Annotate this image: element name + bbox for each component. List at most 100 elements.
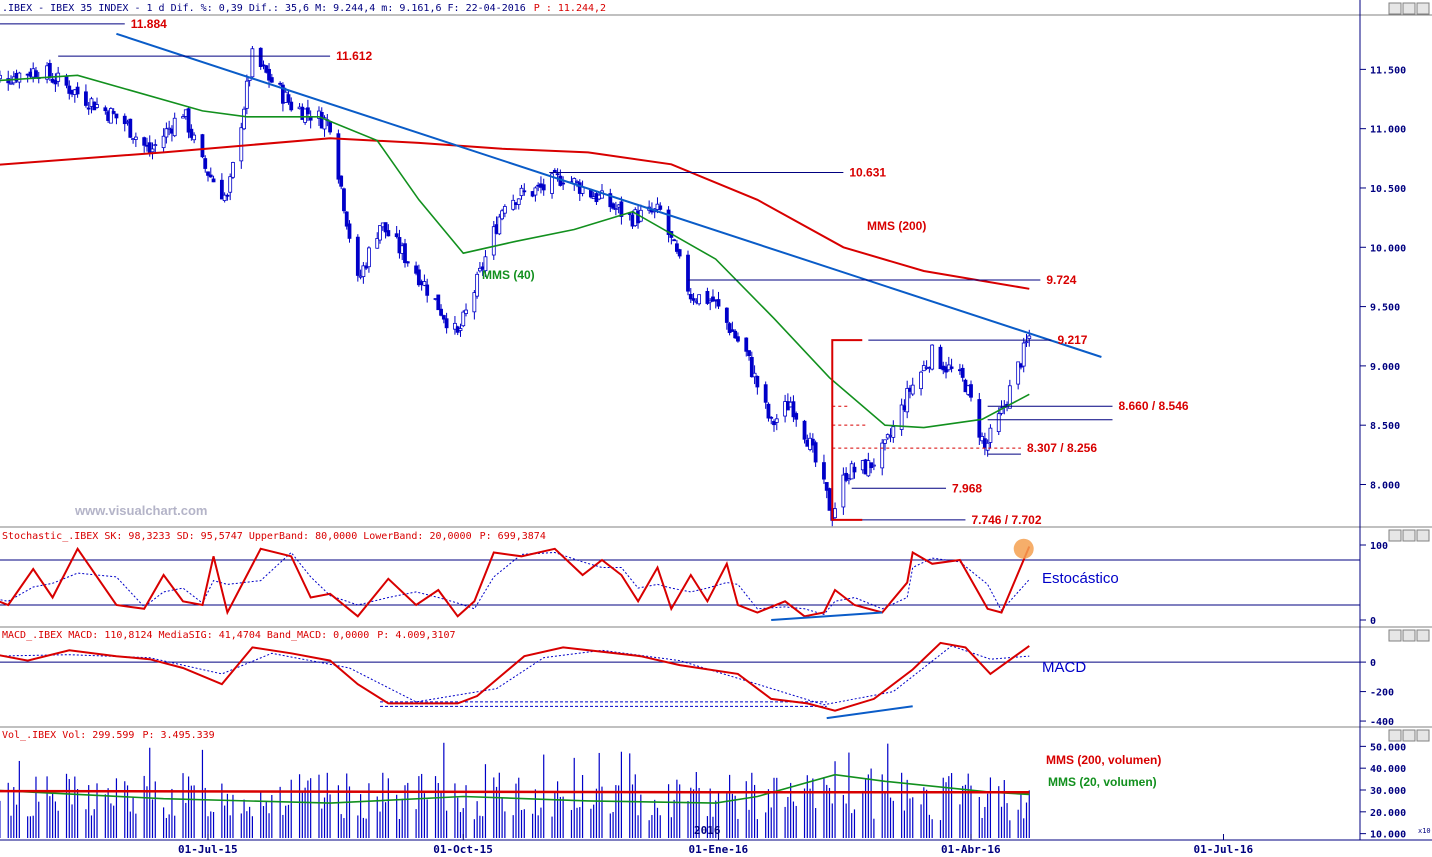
candle-body bbox=[269, 77, 274, 83]
candle-body bbox=[871, 464, 876, 467]
maximize-button[interactable] bbox=[1402, 729, 1416, 742]
close-button[interactable] bbox=[1416, 629, 1430, 642]
year-label: 2016 bbox=[694, 824, 721, 837]
candle-body bbox=[122, 115, 127, 125]
candle-body bbox=[378, 225, 382, 241]
candle-body bbox=[161, 135, 166, 149]
candle-body bbox=[752, 372, 757, 378]
candle-body bbox=[186, 108, 191, 133]
volume-unit-label: x10 bbox=[1418, 827, 1431, 835]
trendline bbox=[116, 32, 1102, 358]
candle-body bbox=[774, 418, 779, 423]
candle-body bbox=[150, 148, 155, 153]
candle-body bbox=[75, 86, 80, 95]
candle-body bbox=[502, 206, 507, 214]
candle-body bbox=[824, 482, 829, 491]
vol20-label: MMS (20, volumen) bbox=[1048, 775, 1157, 789]
price-panel: 11.884 11.612 10.631 9.724 9.217 8.660 / 8.54… bbox=[0, 17, 1189, 527]
close-button[interactable] bbox=[1416, 729, 1430, 742]
candle-body bbox=[550, 173, 554, 194]
mms200-line bbox=[0, 137, 1030, 290]
close-button[interactable] bbox=[1416, 529, 1430, 542]
candle-body bbox=[822, 462, 826, 480]
candle-body bbox=[472, 292, 477, 313]
y-tick-label: 9.000 bbox=[1370, 362, 1400, 373]
candle-body bbox=[339, 175, 344, 187]
maximize-button[interactable] bbox=[1402, 529, 1416, 542]
x-tick-label: 01-Abr-16 bbox=[941, 843, 1001, 856]
volume-window-buttons bbox=[1388, 729, 1430, 742]
candle-body bbox=[769, 416, 774, 419]
candle-body bbox=[47, 63, 52, 78]
candle-body bbox=[111, 111, 116, 114]
highlight-marker bbox=[1013, 538, 1034, 559]
candle-body bbox=[880, 442, 885, 469]
candle-body bbox=[0, 74, 2, 80]
candle-body bbox=[852, 466, 857, 473]
candle-body bbox=[810, 438, 815, 446]
candle-body bbox=[575, 180, 579, 183]
price-window-buttons bbox=[1388, 2, 1430, 15]
candle-body bbox=[219, 179, 224, 200]
candle-body bbox=[231, 162, 235, 178]
candle-body bbox=[303, 108, 308, 123]
candle-body bbox=[1007, 385, 1012, 409]
candle-body bbox=[686, 254, 690, 292]
candle-body bbox=[328, 121, 332, 133]
minimize-button[interactable] bbox=[1388, 2, 1402, 15]
candle-body bbox=[899, 404, 904, 430]
candle-body bbox=[103, 107, 108, 112]
level-label: 9.217 bbox=[1057, 333, 1087, 347]
candle-body bbox=[674, 243, 679, 252]
macd-line bbox=[0, 641, 1030, 712]
y-tick-label: 50.000 bbox=[1370, 742, 1406, 753]
candle-body bbox=[347, 223, 352, 239]
candle-body bbox=[608, 193, 613, 208]
minimize-button[interactable] bbox=[1388, 529, 1402, 542]
close-button[interactable] bbox=[1416, 2, 1430, 15]
candle-body bbox=[192, 134, 197, 141]
candle-body bbox=[172, 117, 177, 137]
retracement-bracket bbox=[831, 339, 863, 521]
candle-body bbox=[416, 269, 421, 286]
candle-body bbox=[930, 344, 935, 370]
candle-body bbox=[225, 194, 230, 197]
y-tick-label: 20.000 bbox=[1370, 808, 1406, 819]
y-tick-label: 0 bbox=[1370, 658, 1376, 669]
candle-body bbox=[95, 104, 99, 108]
level-label: 7.968 bbox=[952, 481, 982, 495]
candle-body bbox=[791, 401, 796, 418]
macd-panel bbox=[0, 641, 1360, 720]
candle-body bbox=[361, 265, 366, 278]
level-label: 10.631 bbox=[849, 165, 886, 179]
candle-body bbox=[228, 176, 233, 193]
y-tick-label: 10.500 bbox=[1370, 184, 1406, 195]
candle-body bbox=[716, 299, 721, 307]
candle-body bbox=[541, 184, 546, 191]
candle-body bbox=[439, 308, 443, 316]
candle-body bbox=[727, 323, 732, 333]
candle-body bbox=[422, 281, 427, 286]
minimize-button[interactable] bbox=[1388, 629, 1402, 642]
candle-body bbox=[711, 296, 715, 302]
candle-body bbox=[919, 371, 923, 390]
candle-body bbox=[905, 388, 910, 413]
candle-body bbox=[766, 403, 771, 419]
candle-body bbox=[375, 238, 380, 249]
maximize-button[interactable] bbox=[1402, 629, 1416, 642]
candle-body bbox=[278, 82, 283, 85]
candle-body bbox=[53, 80, 58, 85]
maximize-button[interactable] bbox=[1402, 2, 1416, 15]
y-tick-label: -400 bbox=[1370, 717, 1394, 728]
candle-body bbox=[658, 205, 663, 210]
candle-body bbox=[34, 70, 38, 78]
candle-body bbox=[464, 309, 468, 314]
candle-body bbox=[64, 76, 69, 86]
candle-body bbox=[108, 108, 113, 124]
vol-mms200-line bbox=[0, 789, 1030, 794]
minimize-button[interactable] bbox=[1388, 729, 1402, 742]
level-label: 7.746 / 7.702 bbox=[971, 513, 1041, 527]
candle-body bbox=[308, 116, 313, 121]
candle-body bbox=[627, 213, 632, 215]
